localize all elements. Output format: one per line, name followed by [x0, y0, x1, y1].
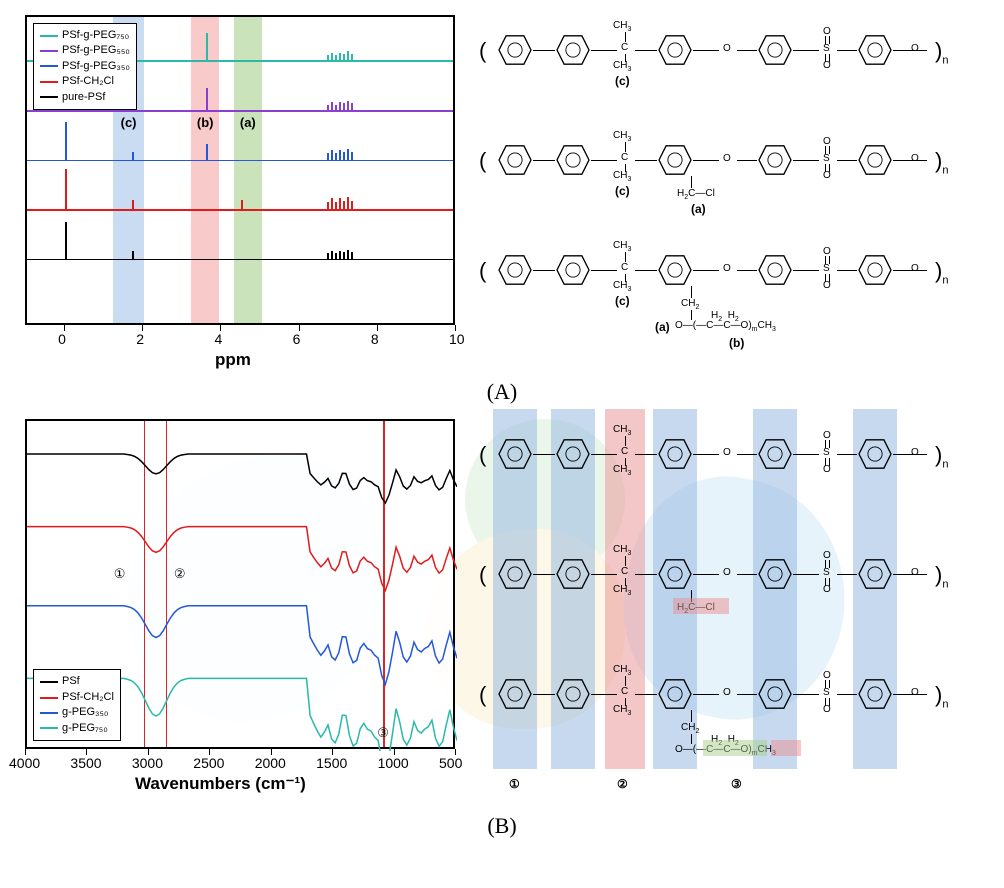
ftir-chart-wrapper: ① ② ③ PSfPSf-CH₂Clg-PEG₃₅₀g-PEG₇₅₀ 4000 350…: [5, 409, 465, 809]
ftir-tick: 3500: [70, 755, 101, 771]
structure-marker-label: ②: [617, 777, 628, 791]
nmr-band-a: [234, 17, 261, 323]
ftir-tick: 1000: [378, 755, 409, 771]
nmr-peak: [132, 200, 134, 209]
nmr-tick: 10: [449, 331, 465, 347]
legend-item: PSf-g-PEG₅₅₀: [40, 43, 130, 58]
nmr-peak: [339, 53, 341, 61]
nmr-peak: [331, 251, 333, 259]
panel-a-label: (A): [5, 379, 999, 405]
panel-a-row: (a) (b) (c) PSf-g-PEG₇₅₀PSf-g-PEG₅₅₀PSf-g-…: [5, 5, 999, 375]
nmr-peak: [347, 51, 349, 60]
legend-item: PSf-CH₂Cl: [40, 74, 130, 89]
ftir-marker-label-3: ③: [377, 725, 389, 741]
ftir-marker-label-2: ②: [174, 566, 186, 582]
legend-item: PSf-g-PEG₃₅₀: [40, 59, 130, 74]
nmr-peak: [339, 102, 341, 110]
nmr-peak: [331, 198, 333, 209]
nmr-peak: [347, 149, 349, 160]
nmr-peak: [65, 122, 67, 159]
nmr-legend: PSf-g-PEG₇₅₀PSf-g-PEG₅₅₀PSf-g-PEG₃₅₀PSf-…: [33, 23, 137, 110]
nmr-tick: 4: [214, 331, 222, 347]
nmr-baseline: [27, 160, 453, 162]
nmr-peak: [347, 197, 349, 209]
ftir-spectrum: [27, 527, 457, 591]
nmr-peak: [241, 200, 243, 209]
nmr-xlabel: ppm: [215, 350, 251, 370]
nmr-tick: 0: [58, 331, 66, 347]
nmr-peak: [206, 33, 208, 61]
nmr-peak: [132, 152, 134, 160]
nmr-tick: 8: [371, 331, 379, 347]
legend-item: pure-PSf: [40, 90, 130, 105]
nmr-baseline: [27, 259, 453, 261]
ftir-tick: 1500: [316, 755, 347, 771]
panel-b-row: ① ② ③ PSfPSf-CH₂Clg-PEG₃₅₀g-PEG₇₅₀ 4000 350…: [5, 409, 999, 809]
nmr-peak: [206, 88, 208, 110]
nmr-peak: [331, 102, 333, 110]
nmr-peak: [331, 53, 333, 61]
ftir-xlabel: Wavenumbers (cm⁻¹): [135, 774, 306, 794]
nmr-peak: [339, 198, 341, 209]
ftir-legend: PSfPSf-CH₂Clg-PEG₃₅₀g-PEG₇₅₀: [33, 669, 121, 741]
nmr-peak: [331, 150, 333, 159]
nmr-chart-wrapper: (a) (b) (c) PSf-g-PEG₇₅₀PSf-g-PEG₅₅₀PSf-g-…: [5, 5, 465, 375]
nmr-peak: [347, 101, 349, 110]
nmr-peak: [339, 150, 341, 159]
nmr-band-label-a: (a): [240, 115, 256, 130]
nmr-baseline: [27, 110, 453, 112]
figure-container: (a) (b) (c) PSf-g-PEG₇₅₀PSf-g-PEG₅₅₀PSf-g-…: [5, 5, 999, 843]
ftir-tick: 4000: [9, 755, 40, 771]
nmr-tick: 2: [136, 331, 144, 347]
nmr-band-label-b: (b): [197, 115, 214, 130]
nmr-tick: 6: [293, 331, 301, 347]
structure-marker-label: ③: [731, 777, 742, 791]
chem-structures-a: ()nCH3CH3COSOOO(c)()nCH3CH3COSOOO(c)H2C—…: [475, 5, 995, 375]
nmr-peak: [132, 251, 134, 259]
nmr-chart: (a) (b) (c) PSf-g-PEG₇₅₀PSf-g-PEG₅₅₀PSf-g-…: [25, 15, 455, 325]
panel-b-label: (B): [5, 813, 999, 839]
nmr-band-b: [191, 17, 218, 323]
structure-marker-label: ①: [509, 777, 520, 791]
nmr-peak: [65, 169, 67, 209]
ftir-tick: 2000: [255, 755, 286, 771]
legend-item: PSf-CH₂Cl: [40, 690, 114, 705]
legend-item: g-PEG₃₅₀: [40, 705, 114, 720]
legend-item: PSf-g-PEG₇₅₀: [40, 28, 130, 43]
nmr-band-label-c: (c): [121, 115, 137, 130]
legend-item: PSf: [40, 674, 114, 689]
ftir-spectrum: [27, 454, 457, 503]
nmr-peak: [347, 250, 349, 259]
ftir-chart: ① ② ③ PSfPSf-CH₂Clg-PEG₃₅₀g-PEG₇₅₀: [25, 419, 455, 749]
nmr-baseline: [27, 209, 453, 211]
legend-item: g-PEG₇₅₀: [40, 721, 114, 736]
chem-structures-b: ()nCH3CH3COSOOO()nCH3CH3COSOOOH2C—Cl()nC…: [475, 409, 995, 809]
ftir-tick: 2500: [193, 755, 224, 771]
ftir-tick: 500: [439, 755, 462, 771]
nmr-peak: [339, 251, 341, 259]
ftir-marker-label-1: ①: [114, 566, 126, 582]
nmr-peak: [206, 144, 208, 160]
ftir-tick: 3000: [132, 755, 163, 771]
nmr-peak: [65, 222, 67, 259]
